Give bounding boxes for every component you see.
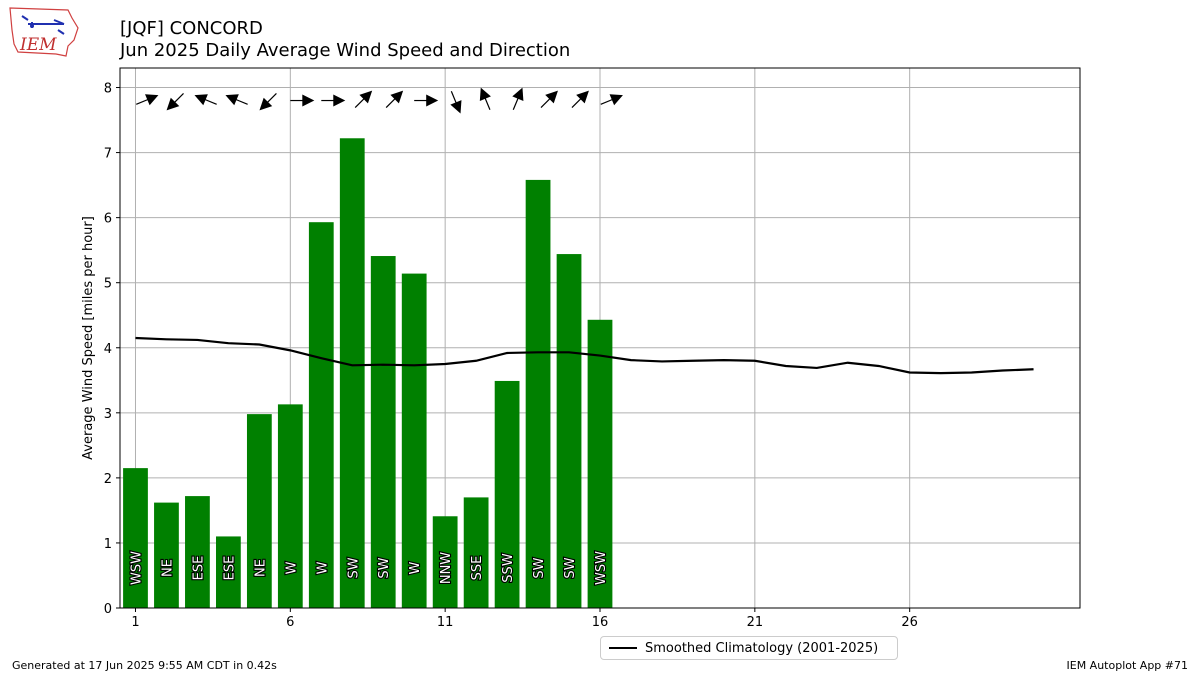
direction-label: W: [284, 561, 299, 574]
bar: [246, 414, 272, 608]
bars: [123, 138, 613, 609]
climatology-line: [135, 336, 1034, 375]
direction-label: SW: [346, 557, 361, 578]
wind-arrow: [571, 90, 589, 109]
x-axis-ticks: 1 6 11 16 21 26: [131, 608, 918, 630]
app-id: IEM Autoplot App #71: [1066, 659, 1189, 672]
y-tick-label: 6: [104, 212, 112, 227]
direction-label: ESE: [191, 556, 206, 581]
wind-arrow: [290, 94, 315, 107]
bar: [556, 254, 582, 608]
wind-arrow: [259, 93, 277, 111]
direction-label: NNW: [439, 552, 454, 584]
x-tick-label: 11: [437, 615, 454, 630]
bar: [401, 273, 427, 608]
generated-timestamp: Generated at 17 Jun 2025 9:55 AM CDT in …: [12, 659, 277, 672]
wind-arrow: [479, 87, 491, 110]
y-tick-label: 7: [104, 147, 112, 162]
climatology-series-line: [135, 336, 1034, 375]
direction-label: WSW: [129, 551, 144, 585]
wind-arrow: [354, 90, 373, 109]
bar: [432, 516, 458, 608]
direction-label: SW: [532, 557, 547, 578]
direction-label: NE: [160, 559, 175, 577]
direction-label: NE: [253, 559, 268, 577]
direction-label: ESE: [222, 556, 237, 581]
chart-subtitle: Jun 2025 Daily Average Wind Speed and Di…: [120, 40, 571, 61]
wind-arrow: [194, 94, 217, 106]
bar: [370, 256, 396, 608]
direction-label: W: [408, 561, 423, 574]
direction-label: SW: [563, 557, 578, 578]
x-tick-label: 26: [901, 615, 918, 630]
chart-title: [JQF] CONCORD: [120, 18, 263, 39]
logo-text: IEM: [19, 35, 57, 55]
y-tick-label: 1: [104, 537, 112, 552]
direction-label: WSW: [594, 551, 609, 585]
bar: [587, 319, 613, 608]
wind-arrow: [321, 94, 346, 107]
bar: [525, 179, 551, 608]
bar: [123, 468, 148, 608]
legend: Smoothed Climatology (2001-2025): [600, 636, 898, 660]
wind-arrow: [540, 90, 558, 109]
iem-logo: IEM: [9, 7, 79, 57]
y-tick-label: 5: [104, 277, 112, 292]
bar: [216, 536, 241, 608]
bar: [463, 497, 489, 608]
x-tick-label: 1: [131, 615, 139, 630]
bar: [308, 222, 334, 609]
wind-arrow: [414, 94, 439, 107]
bar: [185, 496, 210, 608]
bar: [494, 380, 520, 608]
y-axis-label: Average Wind Speed [miles per hour]: [81, 216, 96, 460]
direction-label: SSE: [470, 556, 485, 581]
legend-label: Smoothed Climatology (2001-2025): [645, 640, 879, 656]
bar: [277, 404, 303, 608]
y-tick-label: 3: [104, 407, 112, 422]
wind-arrow: [225, 94, 248, 106]
direction-label: SSW: [501, 553, 516, 583]
wind-arrow: [512, 87, 524, 110]
wind-arrow: [166, 93, 184, 111]
direction-label: SW: [377, 557, 392, 578]
direction-label: W: [315, 561, 330, 574]
y-tick-label: 0: [104, 602, 112, 617]
x-tick-label: 6: [286, 615, 294, 630]
wind-arrow: [600, 94, 623, 106]
bar: [154, 502, 179, 608]
x-tick-label: 21: [747, 615, 764, 630]
y-tick-label: 2: [104, 472, 112, 487]
bar: [339, 138, 365, 608]
wind-arrow: [385, 90, 404, 109]
wind-arrow: [450, 91, 462, 114]
y-tick-label: 8: [104, 82, 112, 97]
y-axis-ticks: 0 1 2 3 4 5 6 7 8: [104, 82, 120, 617]
x-tick-label: 16: [592, 615, 609, 630]
legend-line-swatch: [609, 647, 637, 649]
y-tick-label: 4: [104, 342, 112, 357]
direction-labels: WSW NE ESE ESE NE W W SW SW W NNW SSE SSW SW SW WSW: [128, 550, 610, 586]
wind-arrows: [136, 87, 623, 114]
wind-arrow: [136, 94, 159, 106]
